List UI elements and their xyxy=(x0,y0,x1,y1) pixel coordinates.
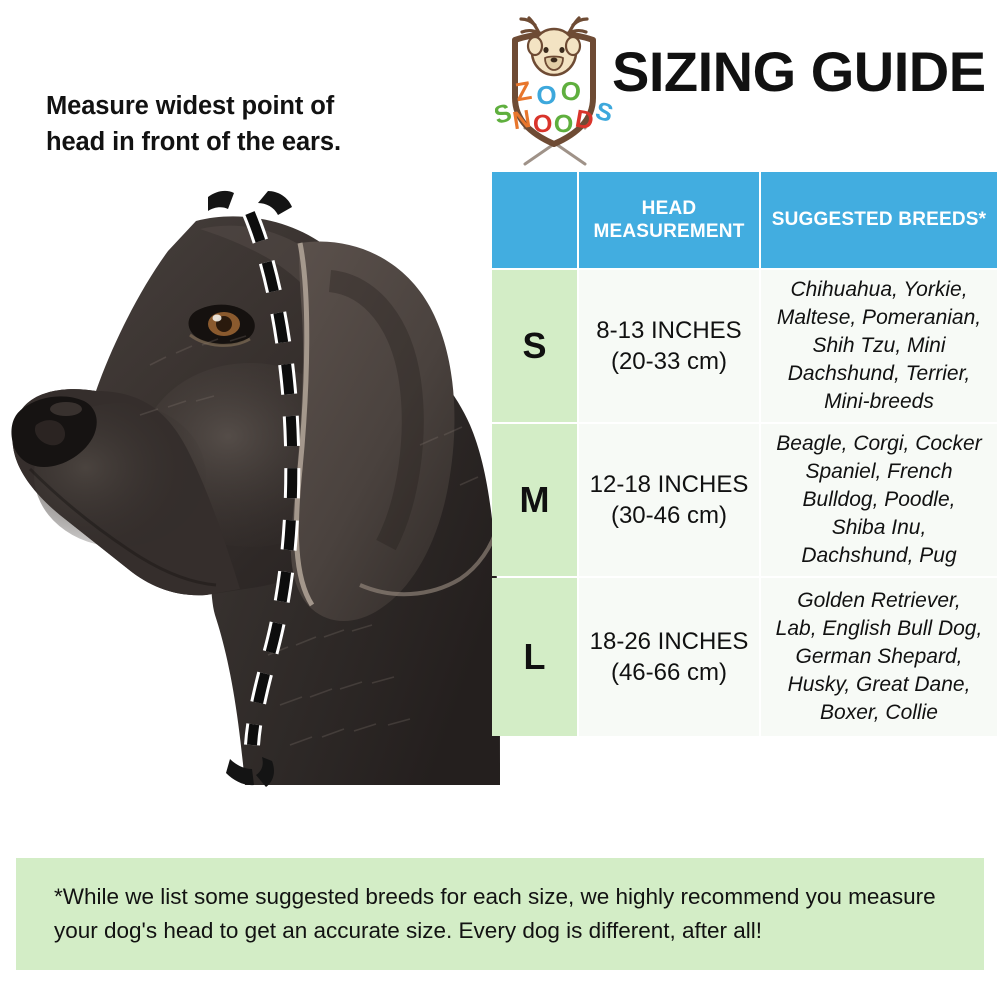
svg-text:O: O xyxy=(553,109,574,138)
table-header-size xyxy=(492,172,577,268)
dog-ear-tip xyxy=(359,524,500,597)
svg-text:D: D xyxy=(573,105,596,136)
table-row: L xyxy=(492,578,577,736)
table-header-measurement: HEAD MEASUREMENT xyxy=(579,172,759,268)
table-cell-measurement-l: 18-26 INCHES (46-66 cm) xyxy=(579,578,759,736)
deer-eye-right xyxy=(559,47,565,53)
page-title: SIZING GUIDE xyxy=(612,40,986,103)
svg-text:O: O xyxy=(536,80,558,111)
logo-word-zoo: Z O O xyxy=(513,75,583,111)
table-row: S xyxy=(492,270,577,422)
dog-ear xyxy=(290,241,455,621)
table-cell-measurement-s: 8-13 INCHES (20-33 cm) xyxy=(579,270,759,422)
dog-illustration xyxy=(0,185,500,790)
table-cell-breeds-s: Chihuahua, Yorkie, Maltese, Pomeranian, … xyxy=(761,270,997,422)
deer-eye-left xyxy=(543,47,549,53)
table-cell-measurement-m: 12-18 INCHES (30-46 cm) xyxy=(579,424,759,576)
measure-arrow-top xyxy=(208,190,292,215)
table-header-measurement-line1: HEAD xyxy=(641,197,697,219)
measurement-inches-l: 18-26 INCHES xyxy=(589,627,749,655)
table-cell-breeds-l: Golden Retriever, Lab, English Bull Dog,… xyxy=(761,578,997,736)
footnote-banner: *While we list some suggested breeds for… xyxy=(16,858,984,970)
measure-dashed-line xyxy=(242,209,301,746)
deer-snout xyxy=(544,55,564,71)
measurement-cm-s: (20-33 cm) xyxy=(610,348,727,375)
measure-instruction-line1: Measure widest point of xyxy=(46,92,335,120)
table-row: M xyxy=(492,424,577,576)
table-header-measurement-line2: MEASUREMENT xyxy=(593,221,745,242)
measurement-cm-m: (30-46 cm) xyxy=(610,502,727,529)
measure-arrow-bottom xyxy=(226,757,274,787)
dog-eye xyxy=(188,304,255,347)
measure-instruction-line2: head in front of the ears. xyxy=(46,128,341,157)
svg-text:N: N xyxy=(511,105,533,135)
measurement-inches-m: 12-18 INCHES xyxy=(589,470,749,498)
sizing-table: HEAD MEASUREMENT SUGGESTED BREEDS* S 8-1… xyxy=(492,172,997,736)
svg-text:Z: Z xyxy=(513,75,534,107)
measurement-cm-l: (46-66 cm) xyxy=(610,659,727,686)
zoo-snoods-logo: Z O O S N O O D S xyxy=(495,12,613,170)
footnote-text: *While we list some suggested breeds for… xyxy=(54,884,936,943)
svg-text:O: O xyxy=(533,110,553,139)
dog-nostril xyxy=(34,420,66,446)
measurement-inches-s: 8-13 INCHES xyxy=(596,316,742,344)
measure-instruction: Measure widest point of head in front of… xyxy=(46,88,386,160)
svg-text:S: S xyxy=(592,97,613,129)
dog-lip-line xyxy=(28,467,217,587)
table-header-breeds: SUGGESTED BREEDS* xyxy=(761,172,997,268)
dog-nose-highlight xyxy=(50,402,82,416)
dog-ear-inner-shadow xyxy=(328,270,424,551)
svg-text:O: O xyxy=(559,75,582,107)
table-cell-breeds-m: Beagle, Corgi, Cocker Spaniel, French Bu… xyxy=(761,424,997,576)
dog-ear-edge xyxy=(293,242,315,607)
